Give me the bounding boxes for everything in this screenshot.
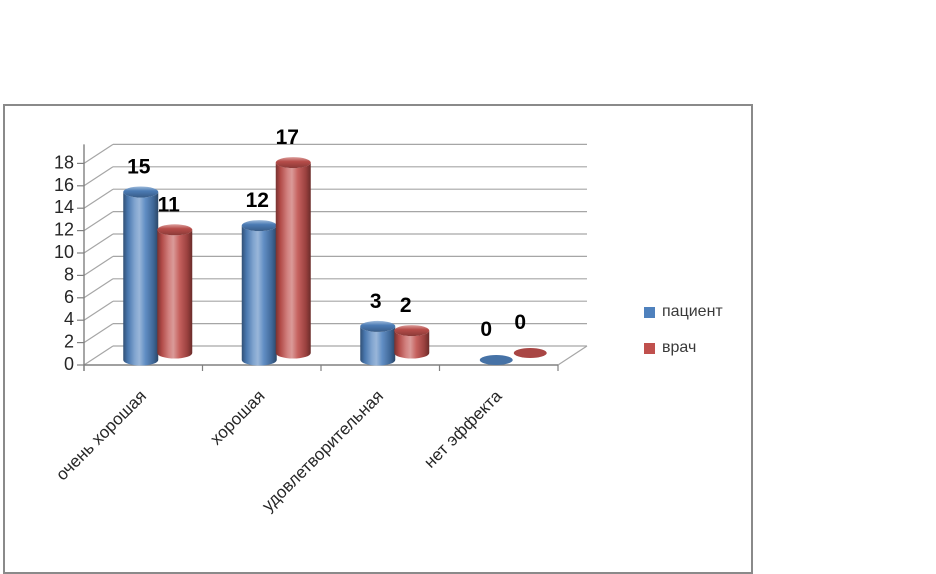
category-label: хорошая	[206, 386, 268, 448]
legend-label-doctor: врач	[662, 339, 697, 356]
legend-item-doctor[interactable]: врач	[644, 340, 696, 356]
cylinder-top	[123, 186, 159, 198]
cylinder-top	[241, 220, 277, 232]
category-label: удовлетворительная	[258, 386, 387, 515]
cylinder-body	[157, 229, 193, 359]
y-tick-label: 6	[64, 287, 74, 307]
wall-gridline-diagonal	[83, 323, 114, 344]
y-tick-label: 8	[64, 264, 74, 284]
y-tick-label: 10	[54, 242, 74, 262]
wall-gridline-diagonal	[83, 233, 114, 254]
data-label: 15	[127, 156, 151, 179]
y-tick-label: 0	[64, 354, 74, 374]
cylinder-top	[360, 320, 396, 332]
cylinder-body	[360, 326, 396, 366]
cylinder-zero-disc	[513, 348, 547, 358]
y-tick-label: 2	[64, 332, 74, 352]
wall-gridline-diagonal	[83, 255, 114, 276]
data-label: 0	[480, 318, 492, 341]
bar-пациент-0[interactable]	[123, 186, 159, 366]
y-tick-label: 14	[54, 197, 74, 217]
bar-пациент-3[interactable]	[479, 355, 513, 365]
cylinder-zero-disc	[479, 355, 513, 365]
data-label: 11	[158, 193, 181, 216]
wall-gridline-diagonal	[83, 345, 114, 366]
wall-gridline-diagonal	[83, 143, 114, 164]
cylinder-top	[394, 325, 430, 337]
cylinder-top	[275, 157, 311, 169]
legend-swatch-patient-icon	[644, 306, 655, 318]
data-label: 17	[276, 126, 299, 149]
y-tick-label: 16	[54, 175, 74, 195]
category-label: нет эффекта	[420, 386, 506, 472]
bar-врач-2[interactable]	[394, 325, 430, 359]
bar-пациент-1[interactable]	[241, 220, 277, 366]
legend-swatch-doctor-icon	[644, 342, 655, 354]
cylinder-body	[241, 225, 277, 366]
legend-label-patient: пациент	[662, 303, 723, 320]
wall-gridline-diagonal	[83, 188, 114, 209]
cylinder-top	[157, 224, 193, 236]
data-label: 12	[246, 189, 269, 212]
data-label: 2	[400, 294, 412, 317]
wall-gridline-diagonal	[83, 166, 114, 187]
bar-врач-0[interactable]	[157, 224, 193, 359]
floor-right-edge	[557, 345, 588, 366]
cylinder-body	[394, 330, 430, 359]
cylinder-body	[275, 162, 311, 359]
y-tick-label: 12	[54, 220, 74, 240]
wall-gridline-diagonal	[83, 211, 114, 232]
data-label: 3	[370, 290, 382, 313]
wall-gridline-diagonal	[83, 278, 114, 299]
category-label: очень хорошая	[52, 386, 150, 484]
legend-item-patient[interactable]: пациент	[644, 304, 723, 320]
cylinder-body	[123, 192, 159, 366]
bar-врач-1[interactable]	[275, 157, 311, 359]
y-tick-label: 4	[64, 309, 74, 329]
bar-врач-3[interactable]	[513, 348, 547, 358]
bar-пациент-2[interactable]	[360, 320, 396, 366]
data-label: 0	[514, 311, 526, 334]
wall-gridline-diagonal	[83, 300, 114, 321]
page: 0 2 4 6 8 10 12 14 16 18 15 12 3 0 11 17 2 0 очень хорошая…	[3, 104, 753, 574]
y-tick-label: 18	[54, 152, 74, 172]
